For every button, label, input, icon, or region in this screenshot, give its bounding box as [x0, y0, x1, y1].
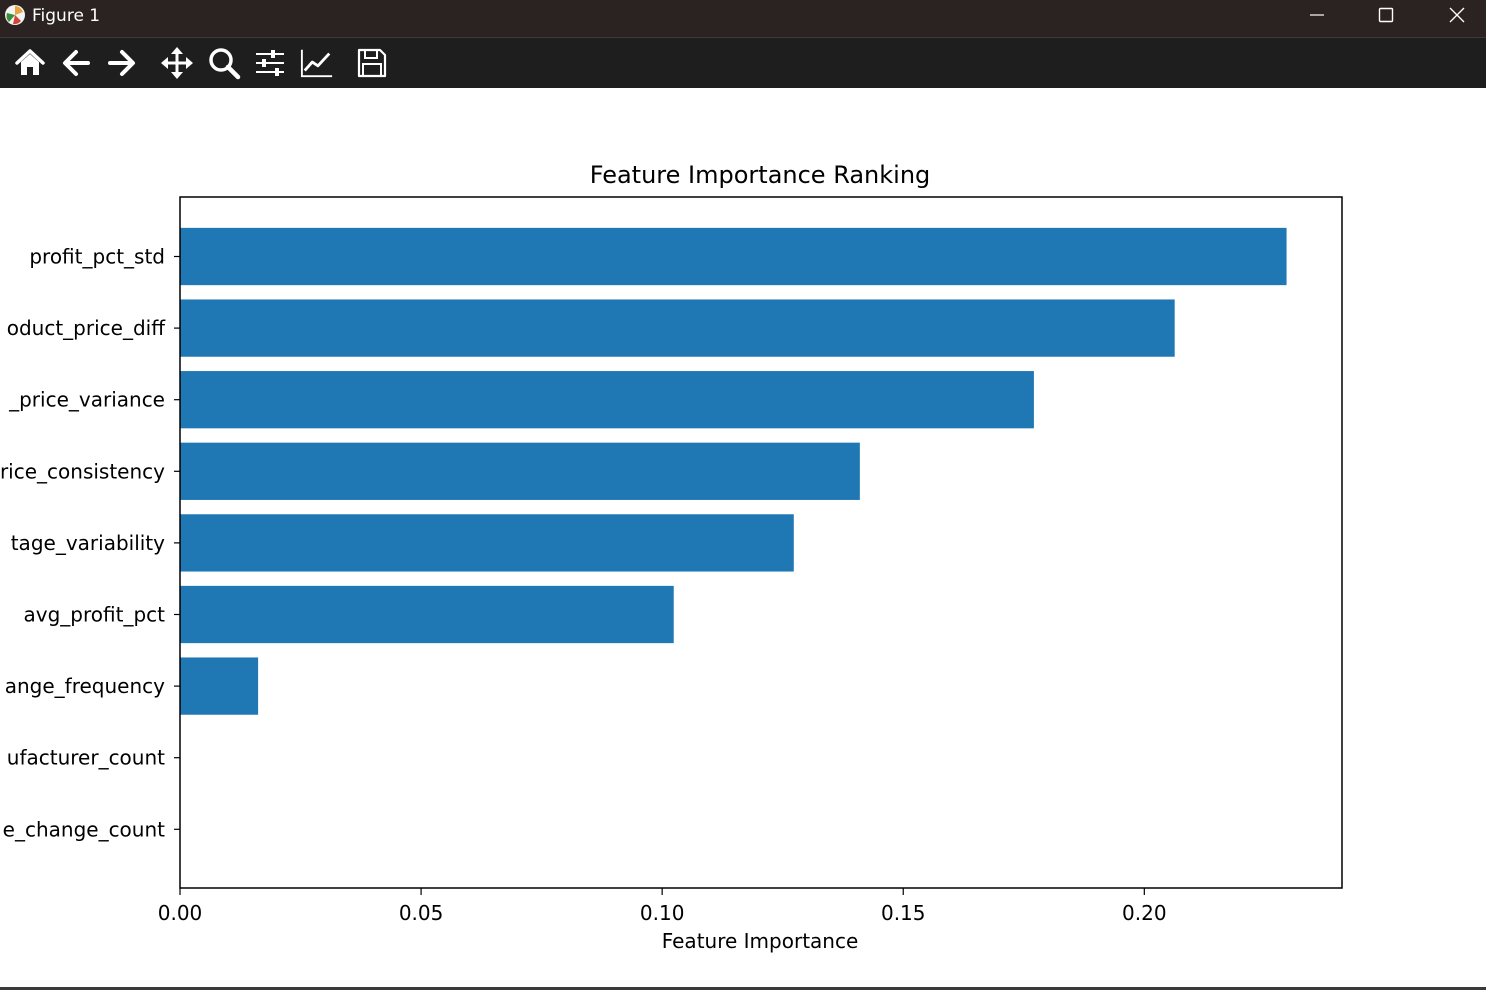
x-tick-label: 0.15 — [881, 901, 926, 925]
maximize-icon — [1378, 7, 1394, 23]
edit-axis-button[interactable] — [300, 46, 334, 80]
minimize-button[interactable] — [1294, 0, 1340, 30]
chart-title: Feature Importance Ranking — [590, 161, 931, 189]
figure-canvas: Feature Importance Ranking profit_pct_st… — [0, 88, 1486, 988]
bar-0 — [180, 227, 1287, 286]
navigation-toolbar — [0, 37, 1486, 89]
y-tick-label: oduct_price_diff — [7, 316, 166, 340]
y-tick-label: _price_variance — [8, 388, 165, 412]
configure-subplots-icon — [256, 50, 284, 76]
home-icon — [15, 49, 45, 75]
y-tick-label: tage_variability — [11, 531, 165, 555]
save-floppy-icon — [357, 48, 387, 78]
configure-subplots-button[interactable] — [253, 46, 287, 80]
save-button[interactable] — [355, 46, 389, 80]
title-bar: Figure 1 — [0, 0, 1486, 37]
bar-6 — [180, 657, 259, 715]
bar-1 — [180, 299, 1175, 357]
x-tick-label: 0.20 — [1122, 901, 1167, 925]
y-tick-label: e_change_count — [3, 817, 165, 841]
plot-frame — [179, 196, 1343, 889]
chart: Feature Importance Ranking profit_pct_st… — [0, 161, 1343, 953]
close-button[interactable] — [1434, 0, 1480, 30]
maximize-button[interactable] — [1363, 0, 1409, 30]
zoom-button[interactable] — [207, 46, 241, 80]
y-tick-label: ufacturer_count — [7, 746, 165, 770]
back-button[interactable] — [59, 46, 93, 80]
pan-move-icon — [161, 47, 193, 79]
zoom-magnifier-icon — [209, 48, 241, 80]
edit-axis-icon — [300, 49, 333, 78]
forward-button[interactable] — [105, 46, 139, 80]
home-button[interactable] — [13, 46, 47, 80]
x-tick-label: 0.00 — [158, 901, 203, 925]
forward-arrow-icon — [108, 50, 135, 76]
window-title: Figure 1 — [32, 6, 101, 26]
close-icon — [1449, 7, 1465, 23]
pan-button[interactable] — [160, 46, 194, 80]
back-arrow-icon — [63, 50, 90, 76]
bar-3 — [180, 442, 860, 500]
x-tick-label: 0.05 — [399, 901, 444, 925]
y-tick-label: ange_frequency — [5, 674, 165, 698]
x-axis-label: Feature Importance — [662, 929, 859, 953]
app-icon — [5, 5, 25, 25]
bar-5 — [180, 585, 674, 644]
bar-2 — [180, 371, 1034, 429]
x-tick-label: 0.10 — [640, 901, 685, 925]
y-tick-label: avg_profit_pct — [24, 603, 166, 627]
y-tick-label: profit_pct_std — [29, 245, 165, 269]
window-bottom-border — [0, 987, 1486, 990]
y-tick-label: rice_consistency — [0, 459, 165, 483]
minimize-icon — [1310, 14, 1324, 16]
bar-4 — [180, 514, 794, 572]
